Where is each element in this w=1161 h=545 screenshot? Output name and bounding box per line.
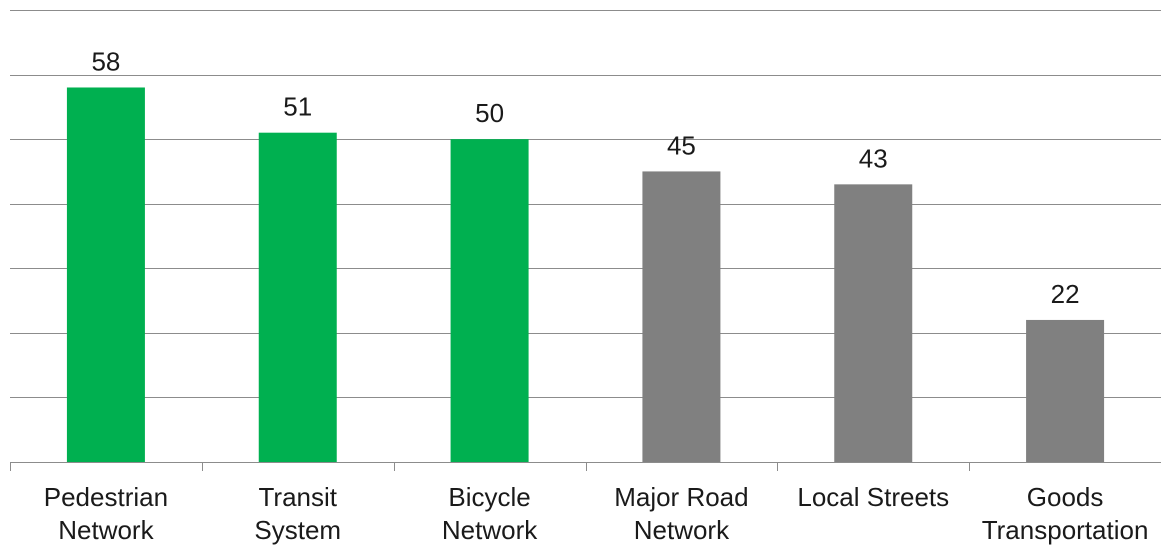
- x-axis: [9, 461, 1161, 471]
- data-label: 45: [667, 130, 696, 160]
- bar: [642, 171, 721, 462]
- category-label: Major Road Network: [614, 482, 748, 545]
- data-label: 50: [475, 98, 504, 128]
- bar: [1026, 319, 1105, 462]
- bar: [258, 132, 337, 462]
- data-label: 22: [1051, 279, 1080, 309]
- bar: [834, 184, 913, 463]
- data-label: 43: [859, 143, 888, 173]
- category-label: Pedestrian Network: [44, 482, 168, 545]
- data-labels: 58 51 50 45 43 22: [91, 46, 1079, 308]
- category-label: Transit System: [254, 482, 341, 545]
- category-label: Local Streets: [797, 482, 949, 512]
- category-label: Bicycle Network: [442, 482, 538, 545]
- bar: [66, 87, 145, 462]
- data-label: 58: [91, 46, 120, 76]
- gridlines: [10, 9, 1161, 399]
- category-labels: Pedestrian Network Transit System Bicycle Net…: [44, 482, 1149, 545]
- bars: [66, 87, 1105, 463]
- bar: [450, 139, 529, 462]
- data-label: 51: [283, 92, 312, 122]
- category-label: Goods Transportation: [982, 482, 1149, 545]
